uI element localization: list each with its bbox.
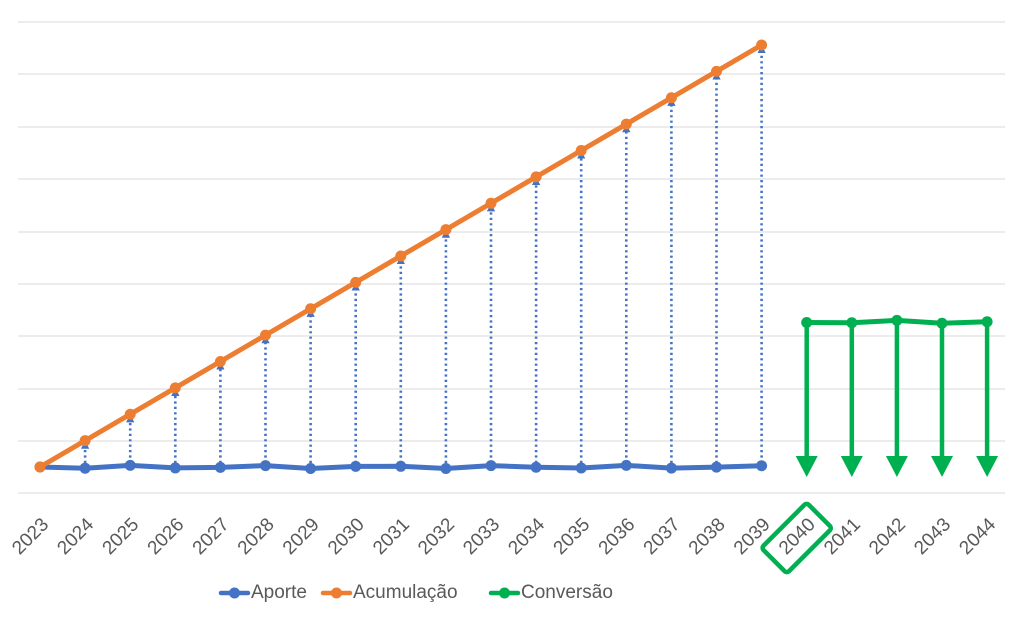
- x-tick-label-2033: 2033: [459, 514, 504, 559]
- x-tick-label-2034: 2034: [504, 514, 549, 559]
- point-acumulação-2028: [260, 329, 271, 341]
- highlight-marker: [760, 501, 834, 575]
- withdrawal-arrow-head-2043: [931, 456, 953, 477]
- withdrawal-arrow-head-2040: [795, 456, 818, 477]
- withdrawal-arrow-head-2042: [885, 456, 908, 477]
- legend-label-1: Acumulação: [353, 582, 458, 603]
- point-conversão-2044: [981, 316, 993, 328]
- withdrawal-arrow-head-2041: [840, 456, 863, 477]
- point-acumulação-2025: [124, 408, 136, 420]
- x-tick-label-2029: 2029: [279, 514, 324, 559]
- point-aporte-2036: [620, 459, 632, 471]
- x-tick-label-2042: 2042: [865, 514, 910, 559]
- point-aporte-2027: [214, 461, 226, 473]
- point-aporte-2026: [169, 462, 181, 474]
- x-tick-label-2024: 2024: [53, 514, 98, 559]
- x-tick-label-2025: 2025: [99, 514, 144, 559]
- x-axis-tick-labels: 2023 2024 2025 2026 2027 2028 2029 2030 2031 2032…: [8, 514, 1000, 559]
- legend-label-0: Aporte: [251, 582, 307, 603]
- x-tick-label-2026: 2026: [144, 514, 189, 559]
- point-acumulação-2033: [485, 197, 497, 209]
- point-acumulação-2027: [214, 356, 226, 367]
- gridlines: [18, 21, 1005, 494]
- point-aporte-2028: [260, 460, 271, 472]
- point-aporte-2030: [350, 460, 362, 472]
- point-aporte-2037: [665, 462, 677, 474]
- legend-swatch-marker-2: [499, 587, 510, 599]
- highlight-box-2040: [760, 501, 834, 575]
- x-tick-label-2044: 2044: [955, 514, 1000, 559]
- x-tick-label-2027: 2027: [189, 514, 234, 559]
- x-tick-label-2030: 2030: [324, 514, 369, 559]
- point-aporte-2031: [395, 460, 407, 472]
- point-acumulação-2031: [395, 250, 407, 262]
- point-aporte-2024: [79, 462, 91, 474]
- x-tick-label-2035: 2035: [550, 514, 595, 559]
- point-aporte-2034: [530, 461, 542, 473]
- x-tick-label-2038: 2038: [685, 514, 730, 559]
- point-aporte-2038: [711, 461, 722, 473]
- point-acumulação-2024: [79, 435, 91, 447]
- x-tick-label-2040: 2040: [775, 514, 820, 559]
- point-acumulação-2037: [665, 92, 677, 104]
- point-aporte-2033: [485, 460, 497, 472]
- series-layer: [34, 39, 993, 475]
- point-aporte-2032: [440, 463, 452, 475]
- point-acumulação-2029: [305, 303, 317, 315]
- withdrawal-arrow-head-2044: [976, 456, 999, 477]
- point-acumulação-2039: [756, 39, 768, 51]
- point-acumulação-2034: [530, 171, 542, 183]
- point-acumulação-2030: [350, 276, 362, 288]
- point-conversão-2042: [891, 314, 903, 326]
- point-conversão-2041: [846, 317, 858, 329]
- x-tick-label-2036: 2036: [595, 514, 640, 559]
- legend-swatch-marker-1: [331, 587, 342, 599]
- point-aporte-2039: [756, 460, 768, 472]
- legend: Aporte Acumulação Conversão: [218, 582, 613, 603]
- point-aporte-2029: [305, 463, 317, 475]
- point-acumulação-2026: [169, 382, 181, 394]
- point-acumulação-2038: [711, 65, 722, 77]
- contribution-arrows: [80, 44, 766, 463]
- x-tick-label-2032: 2032: [414, 514, 459, 559]
- x-tick-label-2043: 2043: [910, 514, 955, 559]
- point-aporte-2035: [575, 462, 587, 474]
- withdrawal-arrows: [795, 319, 999, 477]
- x-tick-label-2023: 2023: [8, 514, 53, 559]
- legend-label-2: Conversão: [521, 582, 613, 603]
- point-aporte-2025: [124, 459, 136, 471]
- x-tick-label-2028: 2028: [234, 514, 279, 559]
- point-acumulação-2035: [575, 145, 587, 156]
- point-acumulação-2023: [34, 461, 46, 473]
- legend-swatch-marker-0: [229, 587, 240, 599]
- point-conversão-2043: [936, 317, 948, 329]
- x-tick-label-2031: 2031: [369, 514, 414, 559]
- point-acumulação-2032: [440, 224, 452, 236]
- x-tick-label-2037: 2037: [640, 514, 685, 559]
- point-conversão-2040: [801, 316, 813, 328]
- point-acumulação-2036: [620, 118, 632, 130]
